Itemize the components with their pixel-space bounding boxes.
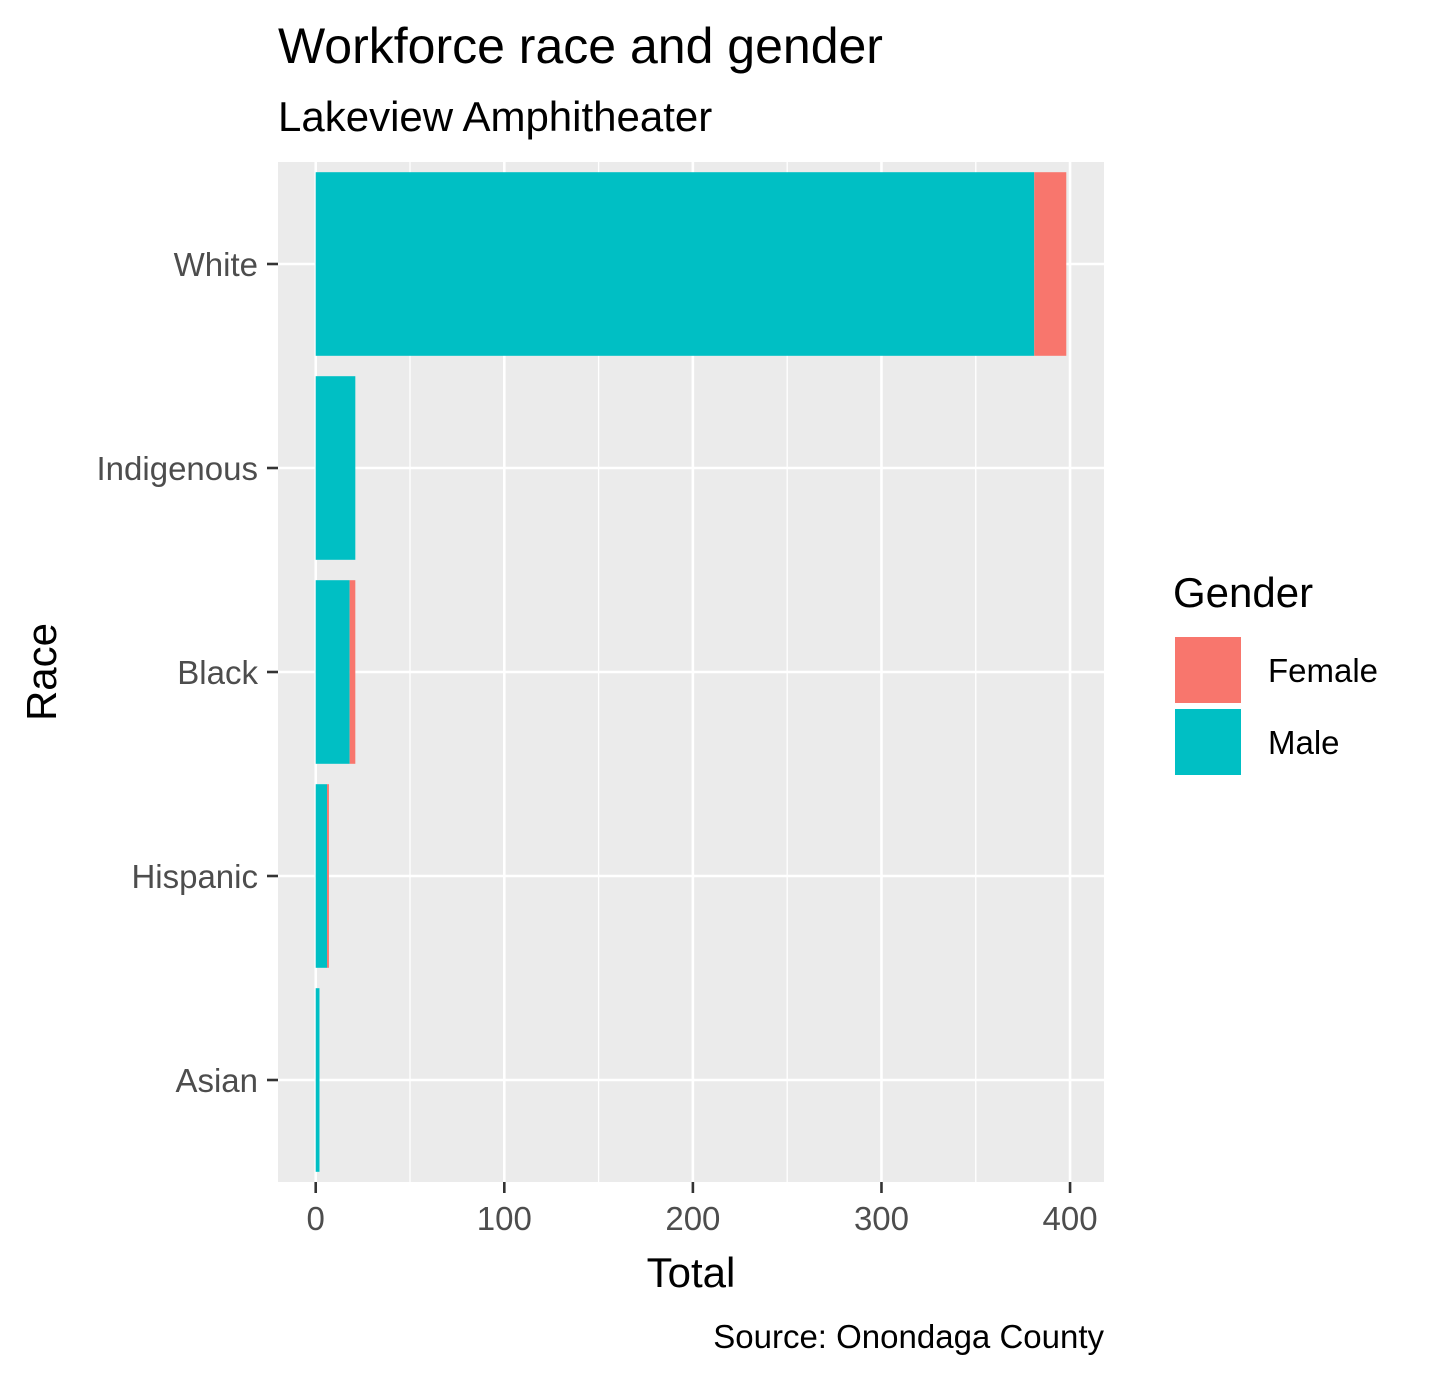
x-tick-label: 0 [307, 1200, 325, 1237]
legend-label-female: Female [1268, 652, 1378, 689]
x-tick-label: 300 [854, 1200, 909, 1237]
x-tick-label: 400 [1043, 1200, 1098, 1237]
y-axis: White Indigenous Black Hispanic Asian [97, 246, 278, 1099]
legend-items: Female Male [1175, 637, 1378, 775]
x-tick-label: 100 [477, 1200, 532, 1237]
bar-indigenous-male [315, 376, 356, 560]
y-tick-label: Indigenous [97, 450, 258, 487]
chart-subtitle: Lakeview Amphitheater [278, 93, 712, 140]
bar-hispanic-female [327, 784, 329, 968]
legend: Gender Female Male [1173, 569, 1378, 775]
y-axis-title: Race [18, 623, 65, 721]
y-tick-label: Black [177, 654, 258, 691]
legend-key-female [1175, 637, 1241, 703]
bar-hispanic-male [315, 784, 328, 968]
legend-key-male [1175, 709, 1241, 775]
y-tick-label: Asian [175, 1062, 258, 1099]
bars [315, 172, 1067, 1172]
y-tick-label: White [174, 246, 258, 283]
bar-black-male [315, 580, 350, 764]
x-axis: 0 100 200 300 400 [307, 1182, 1098, 1237]
chart-caption: Source: Onondaga County [713, 1318, 1104, 1355]
bar-white-female [1034, 172, 1067, 356]
x-tick-label: 200 [665, 1200, 720, 1237]
bar-black-female [349, 580, 356, 764]
bar-white-male [315, 172, 1035, 356]
chart-title: Workforce race and gender [278, 18, 883, 74]
legend-label-male: Male [1268, 724, 1340, 761]
bar-asian-male [315, 988, 320, 1172]
x-axis-title: Total [647, 1249, 736, 1296]
y-tick-label: Hispanic [131, 858, 258, 895]
legend-title: Gender [1173, 569, 1313, 616]
